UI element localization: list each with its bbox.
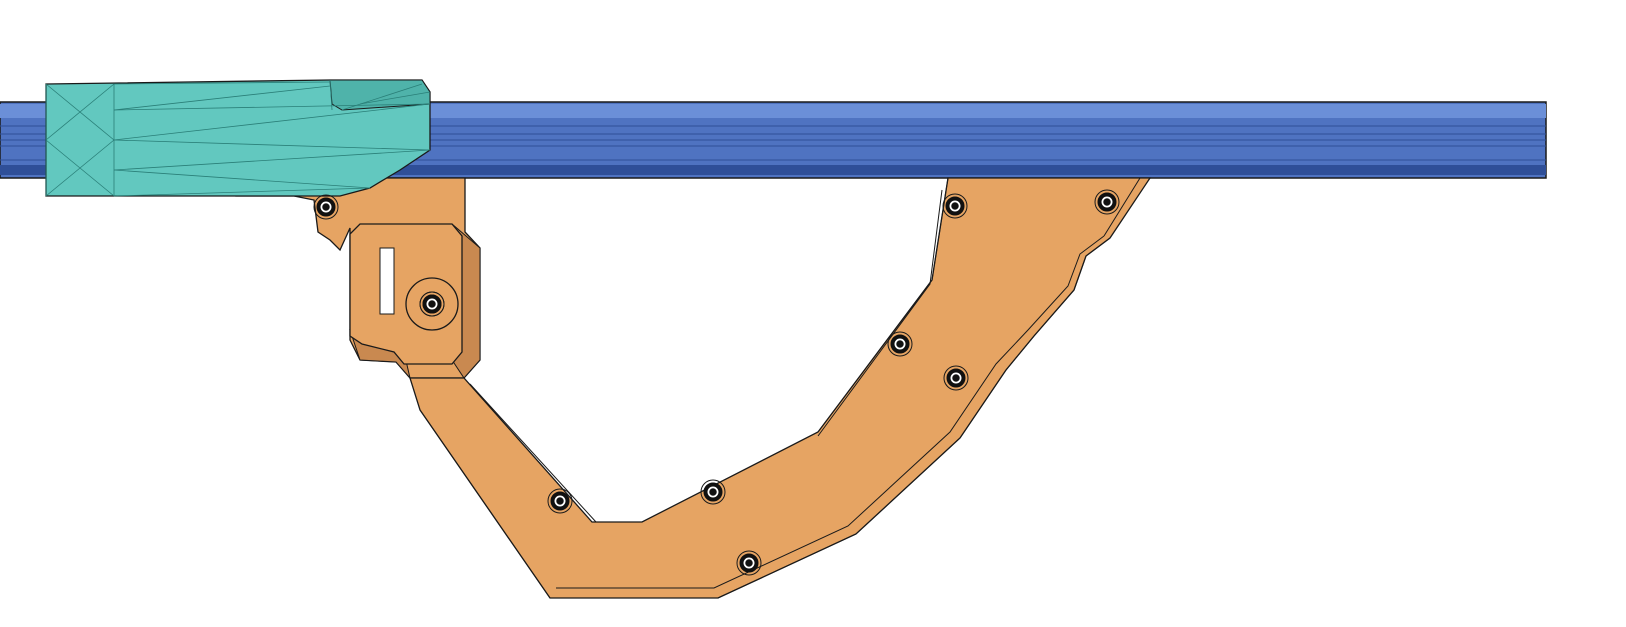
screw-hole-icon [887, 331, 913, 357]
screw-hole-icon [313, 194, 339, 220]
bracket-arm-edge-outer [419, 237, 1111, 599]
block-mesh-lines [45, 79, 431, 197]
screw-holes [313, 189, 1120, 576]
screw-hole-icon [1094, 189, 1120, 215]
screw-hole-icon [942, 193, 968, 219]
teal-mount-block [45, 79, 431, 197]
screw-hole-icon [547, 488, 573, 514]
bracket-curved-arm [409, 177, 1152, 599]
bracket-arm-edge-inner [469, 177, 1141, 589]
screw-hole-icon [700, 479, 726, 505]
screw-hole-icon [943, 365, 969, 391]
orange-curved-bracket [235, 177, 1152, 599]
screw-hole-icon [736, 550, 762, 576]
bracket-slot [379, 247, 395, 315]
screw-hole-icon [419, 291, 445, 317]
